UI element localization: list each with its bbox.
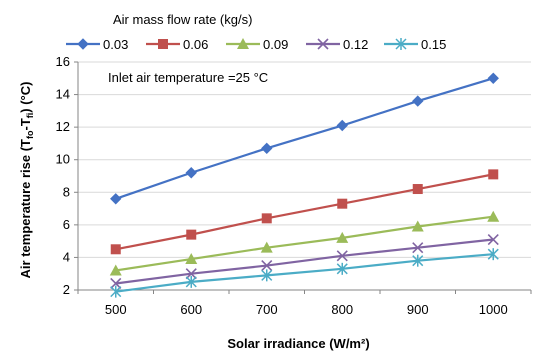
y-tick-label-6: 6 <box>63 217 70 232</box>
data-point-0.03-500 <box>110 193 122 205</box>
x-tick-label-500: 500 <box>105 302 127 317</box>
data-point-0.12-900 <box>412 242 424 254</box>
data-point-0.06-1000 <box>488 169 499 180</box>
data-point-0.09-700 <box>260 241 273 253</box>
data-point-0.09-1000 <box>487 210 500 222</box>
series-lines <box>109 72 500 298</box>
data-point-0.12-600 <box>185 268 197 280</box>
y-axis-title: Air temperature rise (Tfo-Tfi) (°C) <box>18 82 35 279</box>
data-point-0.15-600 <box>185 275 197 288</box>
data-point-0.09-500 <box>109 264 122 276</box>
y-tick-label-12: 12 <box>56 119 70 134</box>
legend-label-0.03: 0.03 <box>103 37 128 52</box>
x-tick-label-600: 600 <box>180 302 202 317</box>
data-point-0.15-700 <box>261 269 273 282</box>
legend: Air mass flow rate (kg/s) 0.03 0.06 0.09 0.… <box>66 12 446 52</box>
data-point-0.15-800 <box>336 262 348 275</box>
legend-marker-0.12 <box>317 38 329 50</box>
legend-marker-0.15 <box>395 38 407 50</box>
legend-title: Air mass flow rate (kg/s) <box>113 12 252 27</box>
data-point-0.03-600 <box>185 167 197 179</box>
legend-marker-0.09 <box>237 38 249 49</box>
legend-label-0.15: 0.15 <box>421 37 446 52</box>
data-point-0.15-500 <box>110 285 122 298</box>
y-tick-label-4: 4 <box>63 249 70 264</box>
data-point-0.15-900 <box>412 254 424 267</box>
legend-label-0.12: 0.12 <box>343 37 368 52</box>
x-tick-label-1000: 1000 <box>479 302 508 317</box>
x-tick-label-700: 700 <box>256 302 278 317</box>
data-point-0.06-900 <box>412 184 423 195</box>
legend-label-0.09: 0.09 <box>263 37 288 52</box>
series-line-0.15 <box>115 253 494 293</box>
y-tick-label-16: 16 <box>56 54 70 69</box>
y-axis-title-sub1: fo <box>25 130 35 139</box>
data-point-0.12-700 <box>261 260 273 272</box>
data-point-0.06-600 <box>186 229 197 240</box>
legend-marker-0.03 <box>77 38 89 50</box>
x-axis-title: Solar irradiance (W/m²) <box>227 336 369 351</box>
legend-marker-0.06 <box>158 39 168 49</box>
series-line-0.12 <box>115 238 494 285</box>
y-axis-title-end: ) (°C) <box>18 82 33 113</box>
y-tick-label-8: 8 <box>63 184 70 199</box>
data-point-0.03-700 <box>261 142 273 155</box>
annotation-text: Inlet air temperature =25 °C <box>108 70 268 85</box>
data-point-0.12-1000 <box>487 233 499 246</box>
series-line-0.03 <box>115 77 494 200</box>
data-point-0.06-500 <box>110 244 121 255</box>
y-tick-label-14: 14 <box>56 87 70 102</box>
data-point-0.09-600 <box>185 253 198 265</box>
y-axis-title-part1: Air temperature rise (T <box>18 139 33 278</box>
x-tick-label-900: 900 <box>407 302 429 317</box>
data-point-0.03-800 <box>336 119 348 132</box>
data-point-0.06-800 <box>337 198 348 209</box>
data-point-0.09-800 <box>336 231 349 243</box>
y-tick-label-2: 2 <box>63 282 70 297</box>
series-line-0.09 <box>115 215 494 272</box>
gridlines <box>78 61 531 258</box>
axes: 2 4 6 8 10 12 14 16 500 600 700 800 900 1000 <box>56 54 532 317</box>
data-point-0.12-500 <box>110 277 122 290</box>
data-point-0.15-1000 <box>487 248 499 261</box>
data-point-0.09-900 <box>411 220 424 232</box>
legend-label-0.06: 0.06 <box>183 37 208 52</box>
x-tick-label-800: 800 <box>331 302 353 317</box>
data-point-0.06-700 <box>261 213 272 224</box>
data-point-0.03-900 <box>412 95 424 107</box>
y-axis-title-sub2: fi <box>25 113 35 119</box>
series-line-0.06 <box>115 173 494 251</box>
y-axis-title-mid: -T <box>18 118 33 130</box>
data-point-0.12-800 <box>336 250 348 262</box>
y-tick-label-10: 10 <box>56 152 70 167</box>
data-point-0.03-1000 <box>487 72 499 84</box>
